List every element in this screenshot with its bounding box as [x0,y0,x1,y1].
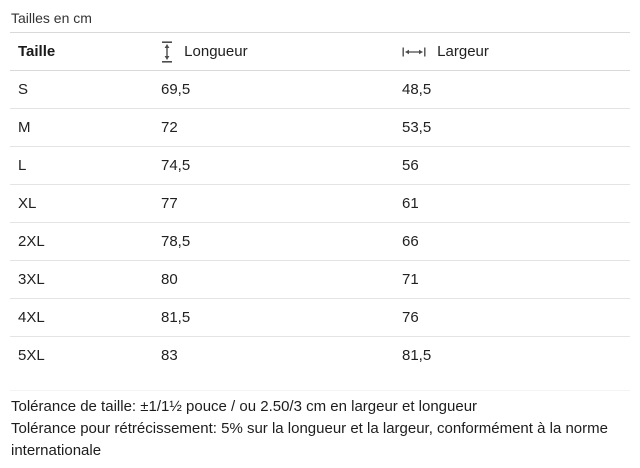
table-row: 3XL 80 71 [10,261,630,299]
page-title: Tailles en cm [11,10,92,26]
size-table: Taille [10,32,630,375]
cell-longueur: 78,5 [161,233,191,250]
cell-longueur: 81,5 [161,309,191,326]
cell-taille: L [18,157,27,174]
size-table-wrapper: Taille [10,32,630,391]
header-largeur-label: Largeur [437,43,489,61]
tolerance-note-shrinkage: Tolérance pour rétrécissement: 5% sur la… [11,419,608,459]
cell-largeur: 61 [402,195,419,212]
cell-longueur: 77 [161,195,178,212]
header-longueur: Longueur [161,33,402,71]
table-row: S 69,5 48,5 [10,71,630,109]
cell-largeur: 76 [402,309,419,326]
tolerance-note-size: Tolérance de taille: ±1/1½ pouce / ou 2.… [11,397,478,415]
cell-largeur: 66 [402,233,419,250]
cell-largeur: 53,5 [402,119,432,136]
header-taille-label: Taille [18,43,56,61]
header-largeur: Largeur [402,33,630,71]
tolerance-notes: Tolérance de taille: ±1/1½ pouce / ou 2.… [11,396,640,462]
table-row: 2XL 78,5 66 [10,223,630,261]
table-row: 4XL 81,5 76 [10,299,630,337]
table-row: L 74,5 56 [10,147,630,185]
header-taille: Taille [10,33,161,71]
cell-taille: 3XL [18,271,45,288]
table-header-row: Taille [10,33,630,71]
cell-largeur: 81,5 [402,347,432,365]
cell-taille: 5XL [18,347,45,365]
cell-longueur: 80 [161,271,178,288]
cell-largeur: 71 [402,271,419,288]
cell-largeur: 56 [402,157,419,174]
cell-longueur: 72 [161,119,178,136]
length-arrow-icon [161,40,173,63]
table-row: XL 77 61 [10,185,630,223]
cell-taille: XL [18,195,37,212]
cell-longueur: 83 [161,347,178,365]
width-arrow-icon [402,47,426,57]
cell-longueur: 74,5 [161,157,191,174]
cell-taille: S [18,81,29,98]
cell-largeur: 48,5 [402,81,432,98]
cell-taille: 4XL [18,309,45,326]
table-row: M 72 53,5 [10,109,630,147]
cell-longueur: 69,5 [161,81,191,98]
header-longueur-label: Longueur [184,43,248,60]
table-row: 5XL 83 81,5 [10,337,630,375]
cell-taille: 2XL [18,233,45,250]
cell-taille: M [18,119,31,136]
